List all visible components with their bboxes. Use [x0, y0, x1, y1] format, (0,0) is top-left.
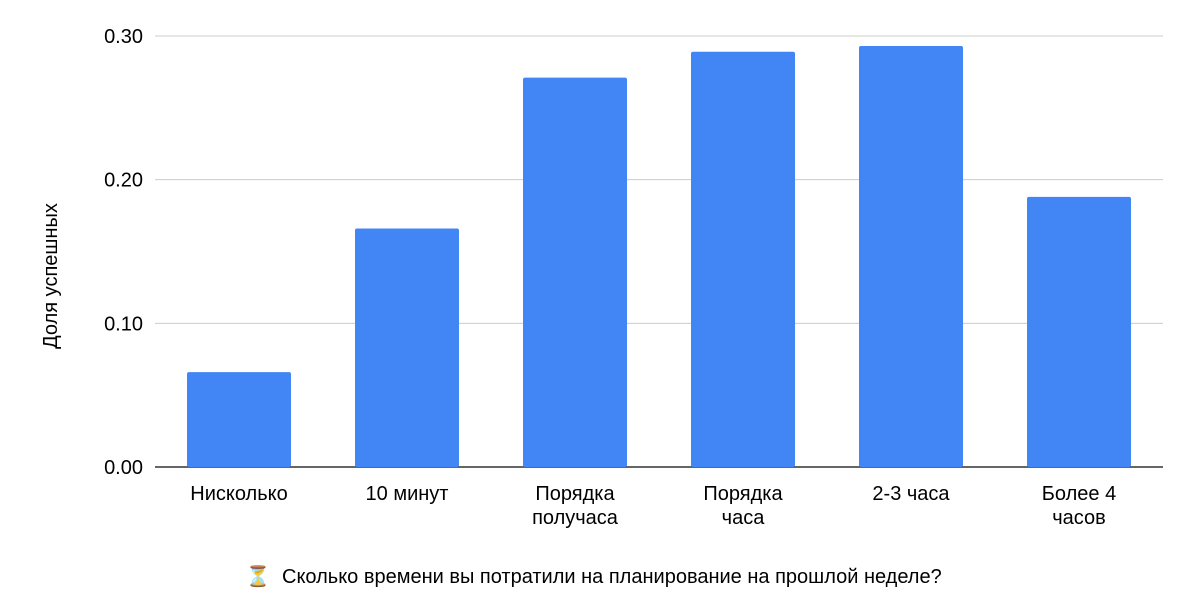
x-category-label: Нисколько: [190, 483, 287, 505]
y-tick-label: 0.20: [104, 170, 143, 192]
x-axis-categories: Нисколько 10 минут Порядка получаса Порядка ч…: [190, 483, 1116, 529]
bar: [523, 77, 627, 467]
y-tick-label: 0.10: [104, 313, 143, 335]
x-axis-title-group: ⏳ Сколько времени вы потратили на планир…: [246, 564, 942, 588]
y-tick-label: 0.30: [104, 26, 143, 48]
y-axis-title: Доля успешных: [40, 203, 62, 349]
x-category-label: Более 4 часов: [1042, 483, 1116, 529]
y-tick-label: 0.00: [104, 457, 143, 479]
x-category-label: 2-3 часа: [872, 483, 950, 505]
x-category-label: 10 минут: [366, 483, 449, 505]
bar: [859, 46, 963, 467]
bar: [187, 372, 291, 467]
x-category-label: Порядка получаса: [532, 483, 619, 529]
bar: [691, 51, 795, 467]
bar: [355, 228, 459, 467]
y-axis-ticks: 0.00 0.10 0.20 0.30: [104, 26, 143, 479]
x-category-label: Порядка часа: [703, 483, 783, 529]
x-axis-title: Сколько времени вы потратили на планиров…: [282, 566, 942, 588]
bars: [187, 46, 1131, 467]
bar: [1027, 196, 1131, 467]
gridlines: [155, 35, 1163, 468]
hourglass-icon: ⏳: [246, 564, 271, 588]
